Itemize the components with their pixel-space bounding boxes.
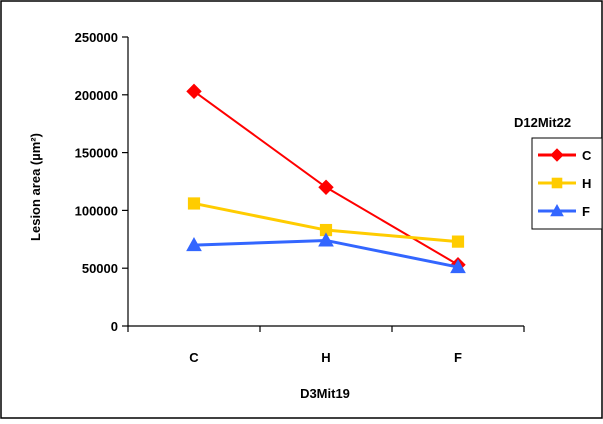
legend[interactable]: D12Mit22 CHF [514,115,603,230]
legend-item-C: C [538,148,592,163]
x-tick-label: C [189,350,199,365]
y-tick-label: 0 [111,319,118,334]
diamond-marker [318,179,334,195]
diamond-marker [550,148,564,162]
y-tick-label: 250000 [75,30,118,45]
series-F [186,232,466,274]
triangle-marker [318,232,334,247]
y-tick-label: 50000 [82,261,118,276]
legend-title: D12Mit22 [514,115,571,130]
diamond-marker [186,83,202,100]
square-marker [187,197,201,210]
y-tick-label: 100000 [75,203,118,218]
y-tick-label: 150000 [75,146,118,161]
triangle-marker [450,259,466,274]
y-axis-title: Lesion area (µm²) [28,133,43,241]
legend-items: CHF [538,148,592,219]
y-axis-ticks: 0 50000 100000 150000 200000 250000 [75,30,128,334]
triangle-marker [550,203,564,217]
triangle-marker [186,237,202,252]
square-marker [551,177,563,189]
y-tick-label: 200000 [75,88,118,103]
legend-label: F [582,204,590,219]
x-tick-label: F [454,350,462,365]
legend-item-H: H [538,176,591,191]
square-marker [451,235,465,248]
legend-label: C [582,148,592,163]
x-tick-label: H [321,350,330,365]
legend-item-F: F [538,203,590,219]
series-group [186,83,466,274]
axes [127,37,524,327]
x-axis-title: D3Mit19 [300,386,350,401]
legend-label: H [582,176,591,191]
